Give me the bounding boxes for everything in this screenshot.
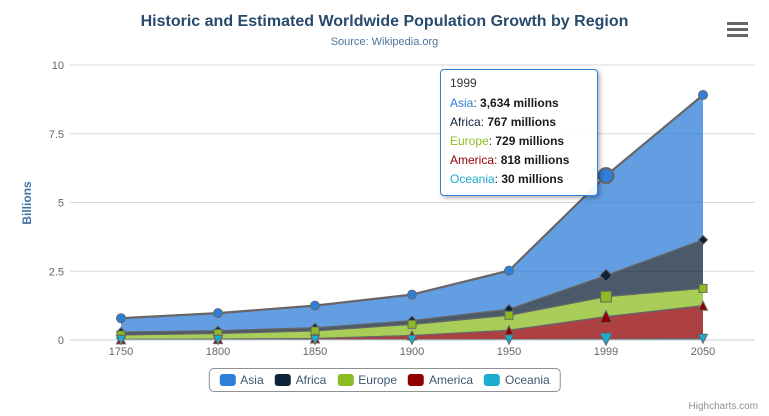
- y-tick-label: 2.5: [49, 266, 64, 278]
- hamburger-icon: [727, 34, 748, 37]
- legend-swatch-icon: [484, 374, 501, 386]
- marker-oceania-1950[interactable]: [503, 334, 515, 346]
- tooltip-row-europe: Europe: 729 millions: [450, 134, 565, 148]
- marker-europe-2050[interactable]: [698, 283, 708, 293]
- marker-asia-1999[interactable]: [597, 167, 615, 185]
- tooltip-series-value: 30 millions: [501, 172, 564, 186]
- legend-item-america[interactable]: America: [408, 373, 473, 387]
- credits-link[interactable]: Highcharts.com: [688, 401, 758, 412]
- legend-label: Asia: [240, 373, 264, 387]
- marker-america-2050[interactable]: [697, 300, 709, 311]
- tooltip-row-america: America: 818 millions: [450, 153, 570, 167]
- marker-asia-1900[interactable]: [407, 289, 417, 300]
- x-category-label: 1750: [109, 346, 133, 358]
- marker-oceania-1900[interactable]: [406, 334, 418, 346]
- area-asia[interactable]: [121, 95, 703, 333]
- x-category-label: 1900: [400, 346, 424, 358]
- legend-label: Europe: [358, 373, 398, 387]
- legend-swatch-icon: [219, 374, 236, 386]
- tooltip-series-value: 767 millions: [487, 115, 557, 129]
- legend-item-europe[interactable]: Europe: [337, 373, 397, 387]
- tooltip-series-name: Europe: [450, 134, 489, 148]
- x-category-label: 1999: [594, 346, 618, 358]
- x-category-label: 1950: [497, 346, 521, 358]
- legend-swatch-icon: [408, 374, 425, 386]
- marker-europe-1999[interactable]: [600, 290, 612, 303]
- x-category-label: 1850: [303, 346, 327, 358]
- legend-item-oceania[interactable]: Oceania: [484, 373, 550, 387]
- y-axis-title: Billions: [20, 181, 34, 225]
- tooltip-series-name: Africa: [450, 115, 481, 129]
- legend-item-asia[interactable]: Asia: [219, 373, 264, 387]
- chart-title: Historic and Estimated Worldwide Populat…: [140, 13, 629, 30]
- marker-europe-1950[interactable]: [504, 310, 514, 320]
- legend-label: Oceania: [505, 373, 550, 387]
- export-menu-button[interactable]: [727, 22, 748, 37]
- x-category-label: 1800: [206, 346, 230, 358]
- marker-africa-1999[interactable]: [599, 268, 613, 283]
- y-tick-label: 0: [58, 335, 64, 347]
- marker-africa-2050[interactable]: [697, 234, 709, 246]
- marker-asia-1850[interactable]: [310, 300, 320, 311]
- marker-oceania-1750[interactable]: [115, 334, 127, 346]
- legend-item-africa[interactable]: Africa: [274, 373, 327, 387]
- tooltip-series-value: 729 millions: [495, 134, 565, 148]
- area-america[interactable]: [121, 305, 703, 340]
- hamburger-icon: [727, 22, 748, 25]
- legend-label: America: [429, 373, 474, 387]
- tooltip-row-asia: Asia: 3,634 millions: [450, 96, 559, 110]
- marker-asia-2050[interactable]: [698, 90, 708, 100]
- marker-asia-1950[interactable]: [504, 265, 514, 276]
- marker-europe-1900[interactable]: [407, 319, 417, 329]
- tooltip-row-africa: Africa: 767 millions: [450, 115, 557, 129]
- tooltip-series-value: 3,634 millions: [480, 96, 559, 110]
- tooltip-category: 1999: [450, 76, 477, 90]
- tooltip-row-oceania: Oceania: 30 millions: [450, 172, 564, 186]
- marker-asia-1800[interactable]: [213, 308, 223, 319]
- y-tick-label: 10: [52, 60, 64, 72]
- y-tick-label: 5: [58, 198, 64, 210]
- legend-swatch-icon: [274, 374, 291, 386]
- marker-asia-1750[interactable]: [116, 313, 126, 324]
- tooltip-series-name: Asia: [450, 96, 474, 110]
- x-category-label: 2050: [691, 346, 715, 358]
- marker-america-1999[interactable]: [599, 309, 613, 324]
- tooltip: 1999 Asia: 3,634 millions Africa: 767 mil…: [440, 69, 598, 196]
- hamburger-icon: [727, 28, 748, 31]
- tooltip-series-name: America: [450, 153, 495, 167]
- legend: Asia Africa Europe America Oceania: [208, 368, 561, 392]
- legend-label: Africa: [295, 373, 327, 387]
- marker-oceania-1800[interactable]: [212, 334, 224, 346]
- marker-oceania-2050[interactable]: [697, 333, 709, 345]
- legend-swatch-icon: [337, 374, 354, 386]
- marker-oceania-1850[interactable]: [309, 334, 321, 346]
- tooltip-series-name: Oceania: [450, 172, 495, 186]
- y-tick-label: 7.5: [49, 129, 64, 141]
- chart-subtitle: Source: Wikipedia.org: [330, 36, 439, 48]
- tooltip-series-value: 818 millions: [500, 153, 570, 167]
- area-africa[interactable]: [121, 239, 703, 335]
- marker-oceania-1999[interactable]: [599, 332, 613, 347]
- tooltip-rows: Asia: 3,634 millions Africa: 767 millions…: [450, 94, 588, 189]
